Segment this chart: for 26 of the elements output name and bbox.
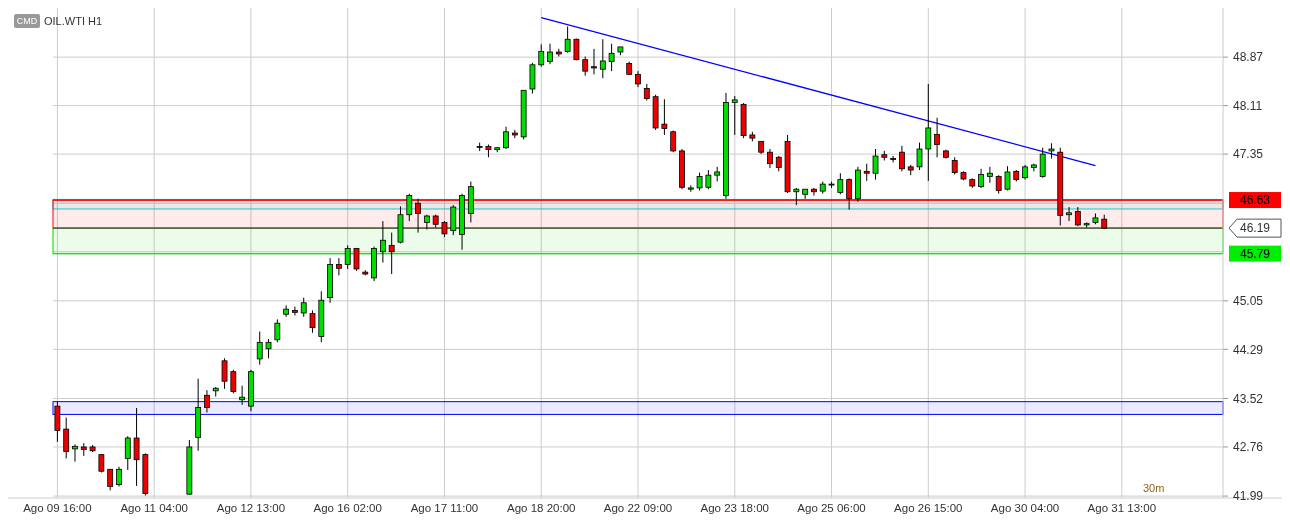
x-tick-label: Ago 30 04:00 [990,502,1060,514]
x-tick-label: Ago 23 18:00 [700,502,769,514]
x-tick-label: Ago 16 02:00 [313,502,382,514]
x-tick-label: Ago 31 13:00 [1087,502,1157,514]
x-tick-label: Ago 09 16:00 [23,502,92,514]
annotation: 30m [1143,482,1165,494]
y-tick-label: 42.76 [1233,440,1264,455]
x-tick-label: Ago 18 20:00 [507,502,576,514]
x-tick-label: Ago 22 09:00 [603,502,673,514]
y-tick-label: 45.05 [1233,294,1264,309]
x-tick-label: Ago 11 04:00 [120,502,188,514]
x-tick-label: Ago 12 13:00 [216,502,286,514]
y-tick-label: 47.35 [1233,147,1264,162]
text: OIL.WTI H1 [44,14,103,27]
y-tick-label: 44.29 [1233,342,1264,357]
y-tick-label: 41.99 [1233,489,1264,504]
y-tick-label: 48.11 [1233,98,1263,113]
ref-line-label: 46.19 [1239,221,1271,236]
text: CMD [16,16,38,27]
y-tick-label: 48.87 [1233,50,1264,65]
ref-line-label: 45.79 [1239,246,1271,261]
x-tick-label: Ago 17 11:00 [410,502,479,514]
ref-line-label: 46.63 [1239,193,1271,208]
y-tick-label: 43.52 [1233,391,1264,406]
x-tick-label: Ago 26 15:00 [894,502,963,514]
x-tick-label: Ago 25 06:00 [797,502,866,514]
